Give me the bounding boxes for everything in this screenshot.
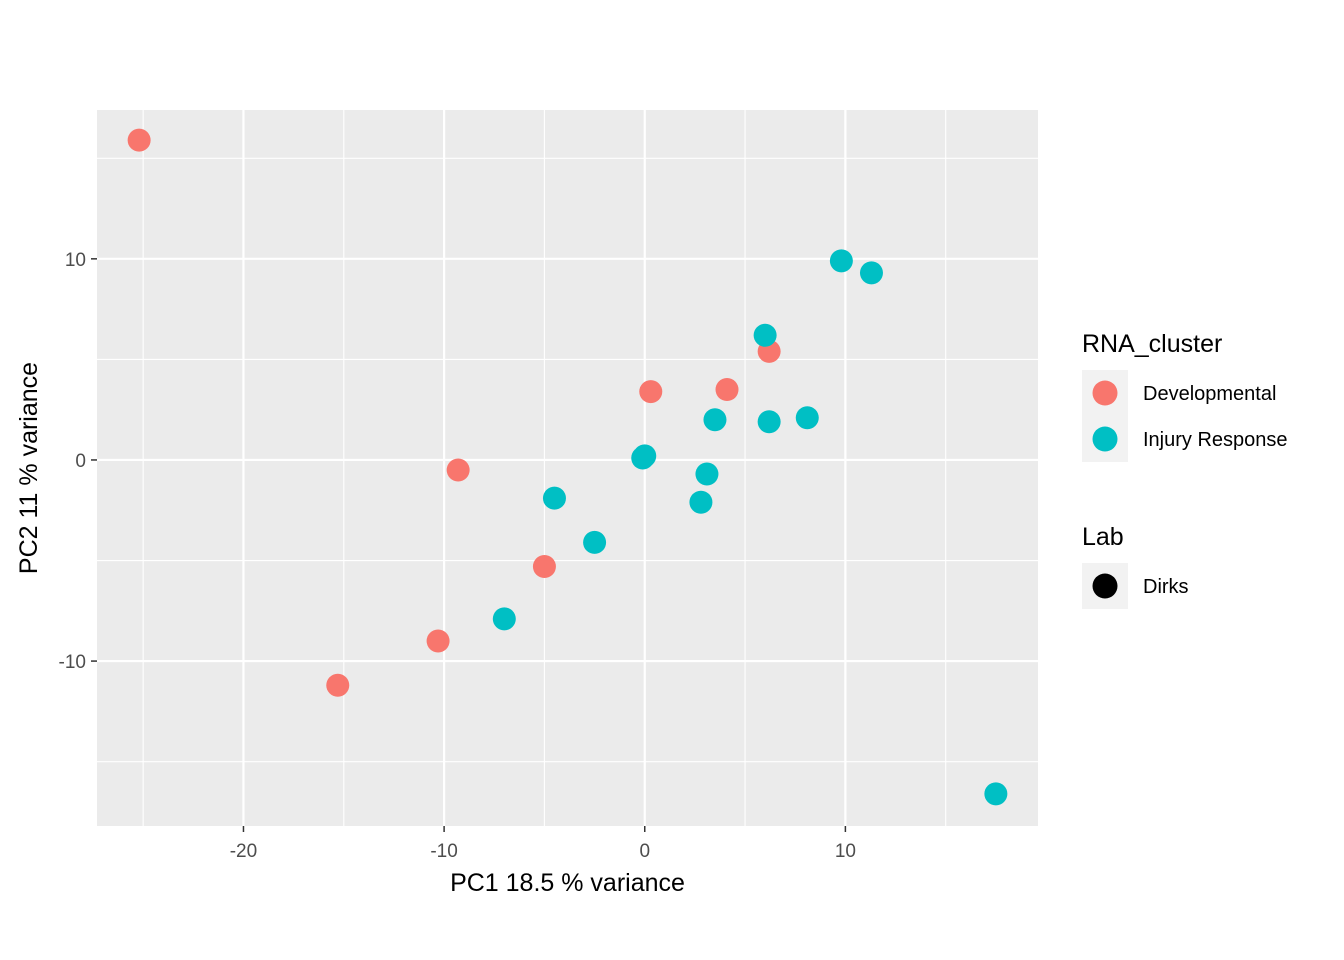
x-tick-label: -10 <box>430 841 457 862</box>
scatter-point <box>127 128 151 152</box>
scatter-point <box>426 629 450 653</box>
x-tick-label: 0 <box>639 841 650 862</box>
legend-area: RNA_cluster Developmental Injury Response L… <box>1082 330 1288 609</box>
legend-label: Injury Response <box>1143 429 1288 451</box>
scatter-point <box>492 607 516 631</box>
scatter-point <box>984 782 1008 806</box>
y-axis-ticks: -10 0 10 <box>59 250 97 673</box>
scatter-point <box>639 380 663 404</box>
scatter-point <box>542 486 566 510</box>
scatter-point <box>829 249 853 273</box>
legend-label: Dirks <box>1143 576 1189 598</box>
legend-swatch <box>1092 426 1118 452</box>
scatter-point <box>326 673 350 697</box>
scatter-point <box>633 444 657 468</box>
scatter-point <box>689 490 713 514</box>
plot-panel <box>97 110 1038 826</box>
legend-title: RNA_cluster <box>1082 330 1222 358</box>
scatter-point <box>583 530 607 554</box>
legend-swatch <box>1092 380 1118 406</box>
y-tick-label: 10 <box>65 250 86 271</box>
scatter-point <box>859 261 883 285</box>
y-axis-title: PC2 11 % variance <box>15 362 43 574</box>
scatter-point <box>795 406 819 430</box>
data-points <box>127 128 1008 806</box>
legend-title: Lab <box>1082 523 1124 551</box>
scatter-point <box>695 462 719 486</box>
x-tick-label: -20 <box>230 841 257 862</box>
y-tick-label: -10 <box>59 652 86 673</box>
scatter-point <box>446 458 470 482</box>
scatter-point <box>532 555 556 579</box>
major-gridlines <box>97 110 1038 826</box>
scatter-point <box>703 408 727 432</box>
scatter-point <box>757 410 781 434</box>
minor-gridlines <box>97 110 1038 826</box>
legend-label: Developmental <box>1143 383 1276 405</box>
y-tick-label: 0 <box>75 451 86 472</box>
x-axis-ticks: -20 -10 0 10 <box>230 826 856 862</box>
legend-swatch <box>1092 573 1118 599</box>
scatter-point <box>715 378 739 402</box>
x-axis-title: PC1 18.5 % variance <box>450 869 685 897</box>
scatter-point <box>753 323 777 347</box>
x-tick-label: 10 <box>835 841 856 862</box>
